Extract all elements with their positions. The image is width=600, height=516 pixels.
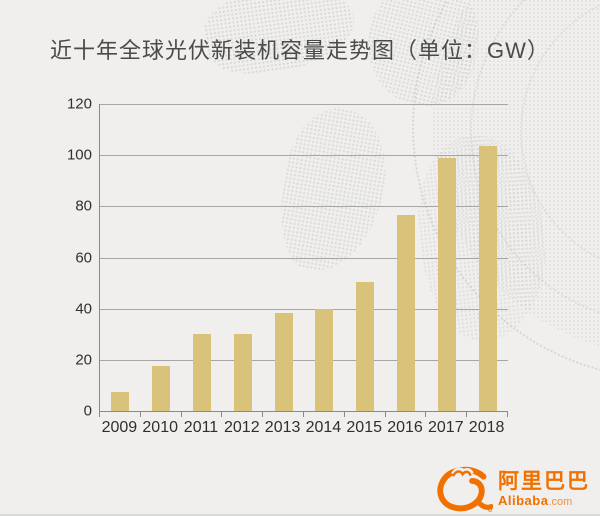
x-tick-label: 2015 — [346, 419, 382, 436]
y-tick-label: 100 — [66, 146, 92, 164]
y-tick-label: 0 — [83, 402, 92, 420]
y-tick-label: 20 — [75, 351, 92, 369]
x-tick-label: 2013 — [264, 419, 301, 436]
x-tick-label: 2016 — [387, 419, 423, 436]
x-axis-tick — [139, 412, 141, 417]
x-axis-tick — [384, 412, 386, 417]
y-tick-label: 120 — [66, 95, 92, 113]
x-tick-label: 2009 — [101, 419, 138, 436]
gridline-40 — [100, 308, 508, 310]
bar-2016 — [397, 215, 415, 411]
y-tick-label: 80 — [75, 197, 92, 215]
x-tick-label: 2010 — [142, 419, 178, 436]
bar-2009 — [111, 392, 130, 411]
brand-name-cn: 阿里巴巴 — [498, 469, 590, 493]
y-tick-label: 60 — [75, 249, 92, 266]
y-tick-label: 40 — [75, 300, 92, 318]
alibaba-mark-icon — [437, 466, 493, 512]
x-tick-label: 2017 — [428, 419, 464, 436]
x-axis-tick — [507, 412, 508, 417]
gridline-20 — [100, 359, 508, 361]
bar-2018 — [478, 146, 497, 411]
chart-title: 近十年全球光伏新装机容量走势图（单位：GW） — [50, 38, 550, 63]
bar-2015 — [356, 281, 375, 411]
x-axis-tick — [99, 412, 100, 417]
x-axis-tick — [425, 412, 427, 417]
bar-2010 — [152, 366, 171, 411]
x-tick-label: 2018 — [468, 419, 505, 436]
bar-2014 — [315, 308, 334, 411]
plot-area — [99, 104, 508, 412]
x-axis-tick — [180, 412, 182, 417]
bar-2017 — [437, 157, 456, 411]
registered-mark-icon — [488, 508, 493, 512]
x-axis-tick — [221, 412, 223, 417]
brand-domain: .com — [548, 495, 573, 508]
bar-2013 — [274, 312, 293, 411]
brand-name-en-row: Alibaba.com — [498, 494, 590, 508]
bar-2012 — [233, 334, 252, 411]
x-tick-label: 2012 — [224, 419, 260, 436]
x-tick-label: 2014 — [305, 419, 342, 436]
x-axis-tick — [262, 412, 264, 417]
brand-text: 阿里巴巴 Alibaba.com — [498, 471, 590, 508]
alibaba-logo: 阿里巴巴 Alibaba.com — [436, 466, 590, 512]
x-axis-tick — [466, 412, 468, 417]
brand-name-en: Alibaba — [498, 492, 549, 508]
x-tick-label: 2011 — [183, 419, 219, 436]
gridline-120 — [100, 104, 508, 105]
gridline-100 — [100, 155, 508, 157]
x-axis-tick — [343, 412, 345, 417]
x-axis-tick — [303, 412, 304, 417]
bar-2011 — [193, 334, 211, 411]
bottom-border — [0, 514, 600, 516]
